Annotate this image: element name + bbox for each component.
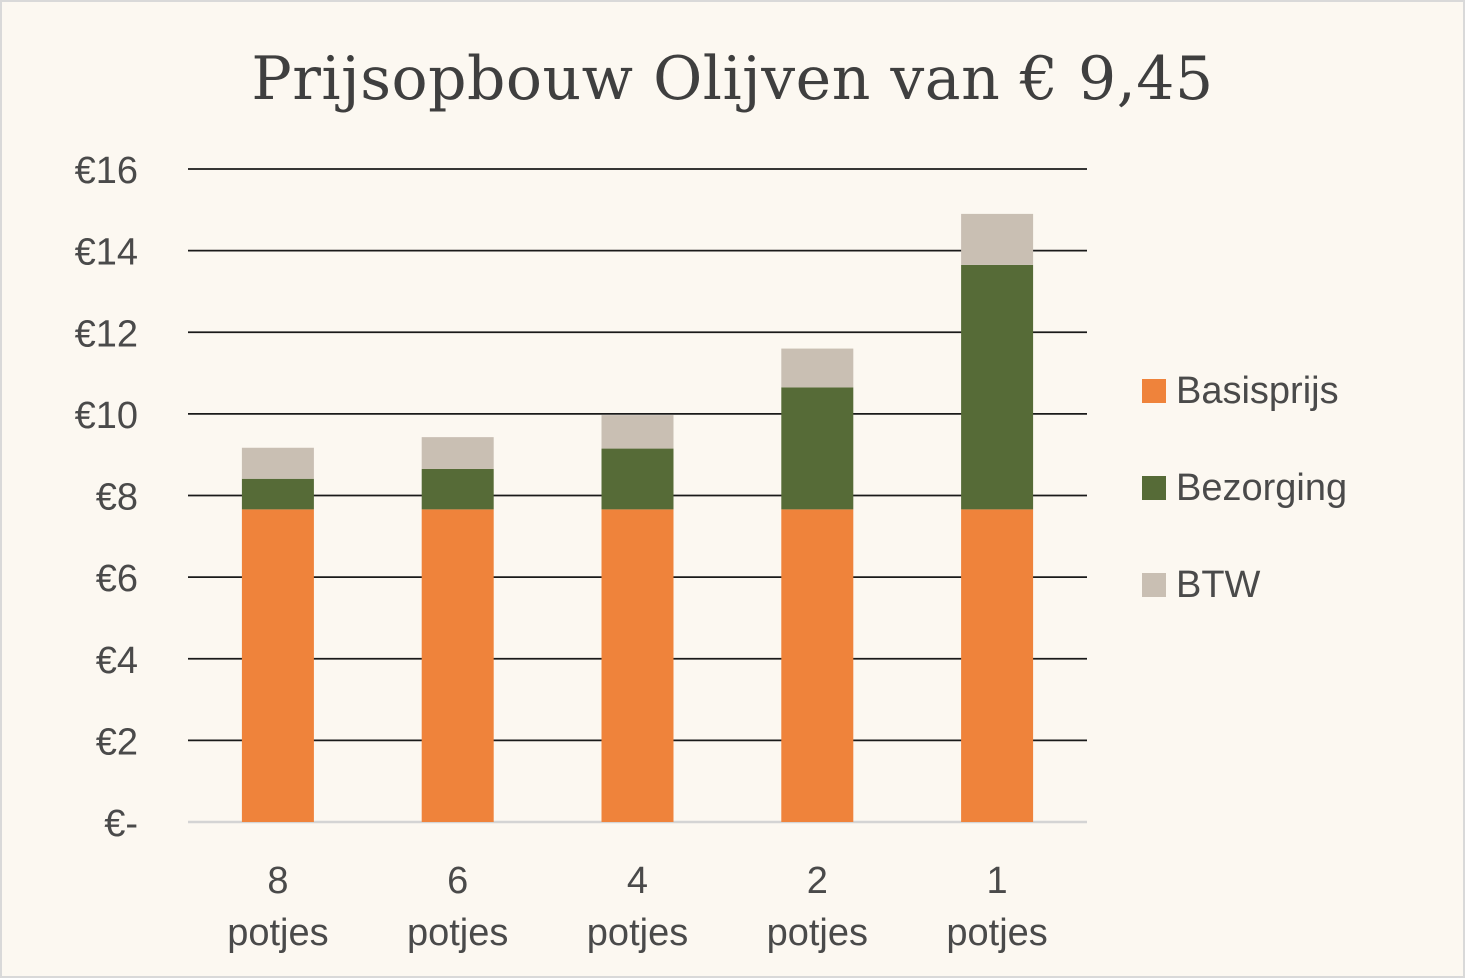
chart-title: Prijsopbouw Olijven van € 9,45 — [251, 44, 1214, 114]
y-tick-label: €10 — [75, 395, 138, 437]
legend-label-bezorging: Bezorging — [1176, 466, 1348, 509]
legend-swatch-bezorging — [1142, 476, 1166, 500]
x-tick-label-unit: potjes — [946, 912, 1047, 954]
legend-item-bezorging: Bezorging — [1142, 461, 1347, 515]
bar-bezorging — [421, 468, 494, 510]
y-tick-label: €16 — [75, 150, 138, 192]
bar-btw — [601, 415, 674, 449]
y-tick-label: €12 — [75, 313, 138, 355]
bar-basisprijs — [961, 509, 1034, 822]
x-tick-label-count: 6 — [447, 860, 468, 902]
bar-bezorging — [601, 448, 674, 510]
x-tick-label-count: 1 — [987, 860, 1008, 902]
legend-swatch-basisprijs — [1142, 379, 1166, 403]
bar-bezorging — [781, 387, 854, 510]
x-tick-label-unit: potjes — [227, 912, 328, 954]
bar-bezorging — [961, 264, 1034, 510]
bar-btw — [961, 213, 1034, 265]
bar-bezorging — [241, 478, 314, 510]
legend: Basisprijs Bezorging BTW — [1142, 364, 1347, 655]
bar-btw — [781, 348, 854, 388]
x-tick-label-unit: potjes — [587, 912, 688, 954]
legend-item-btw: BTW — [1142, 558, 1347, 612]
y-tick-label: €14 — [75, 232, 138, 274]
bar-basisprijs — [421, 509, 494, 822]
bar-btw — [241, 447, 314, 479]
legend-swatch-btw — [1142, 573, 1166, 597]
y-tick-label: €2 — [96, 721, 138, 763]
x-tick-label-unit: potjes — [407, 912, 508, 954]
legend-label-basisprijs: Basisprijs — [1176, 369, 1339, 412]
legend-item-basisprijs: Basisprijs — [1142, 364, 1347, 418]
y-tick-label: €4 — [96, 640, 138, 682]
y-tick-label: €- — [104, 803, 138, 845]
legend-label-btw: BTW — [1176, 563, 1261, 606]
y-tick-label: €6 — [96, 558, 138, 600]
x-tick-label-count: 2 — [807, 860, 828, 902]
bar-basisprijs — [241, 509, 314, 822]
bar-btw — [421, 437, 494, 469]
bar-basisprijs — [601, 509, 674, 822]
x-tick-label-count: 8 — [267, 860, 288, 902]
bar-basisprijs — [781, 509, 854, 822]
x-tick-label-unit: potjes — [767, 912, 868, 954]
x-tick-label-count: 4 — [627, 860, 648, 902]
y-tick-label: €8 — [96, 477, 138, 519]
